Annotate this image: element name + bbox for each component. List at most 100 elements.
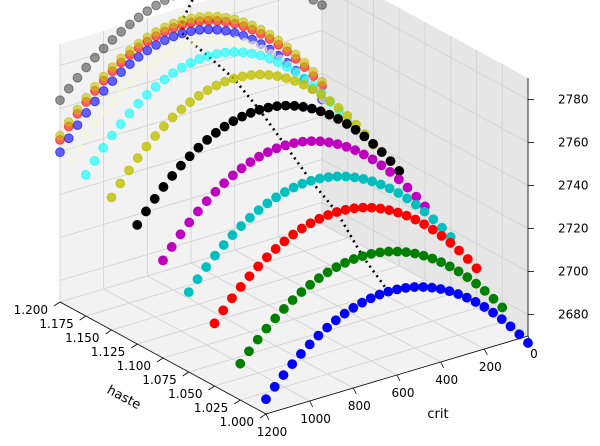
data-point: [375, 247, 385, 258]
data-point: [454, 245, 464, 256]
data-point: [219, 178, 230, 189]
data-point: [383, 286, 394, 297]
data-point: [269, 381, 280, 392]
data-point: [124, 165, 134, 176]
data-point: [419, 219, 430, 230]
data-point: [186, 13, 196, 24]
data-point: [437, 222, 447, 233]
data-point: [221, 12, 231, 23]
x-tick-label: 0: [530, 347, 538, 361]
x-tick-mark: [265, 413, 270, 421]
data-point: [238, 47, 248, 58]
gridline-y-floor: [240, 321, 503, 401]
data-point: [262, 147, 273, 158]
y-tick-mark: [182, 371, 189, 377]
data-point: [150, 131, 161, 141]
data-point: [115, 119, 126, 129]
data-point: [220, 76, 230, 87]
data-point: [107, 130, 117, 141]
data-point: [80, 169, 91, 180]
data-point: [497, 302, 508, 313]
data-point: [236, 221, 247, 231]
data-point: [228, 116, 239, 127]
data-point: [72, 104, 83, 115]
data-point: [496, 314, 507, 325]
data-point: [126, 77, 137, 88]
data-point: [231, 35, 242, 46]
data-point: [132, 219, 143, 230]
y-tick-label: 1.175: [39, 317, 73, 331]
y-tick-label: 1.125: [91, 345, 125, 359]
data-point: [270, 244, 281, 254]
y-tick-label: 1.100: [117, 359, 151, 373]
data-point: [281, 73, 292, 84]
data-point: [90, 81, 100, 92]
data-point: [470, 297, 481, 307]
data-point: [63, 133, 74, 144]
y-tick-label: 1.000: [220, 415, 254, 429]
data-point: [282, 42, 292, 52]
data-point: [305, 218, 316, 229]
data-point: [255, 69, 265, 80]
data-point: [158, 182, 169, 192]
data-point: [193, 206, 203, 217]
data-point: [176, 160, 186, 171]
data-point: [187, 38, 198, 49]
data-point: [385, 156, 396, 167]
x-tick-mark: [352, 387, 357, 395]
data-point: [316, 89, 327, 100]
data-point: [279, 304, 289, 314]
data-point: [201, 196, 212, 207]
data-point: [289, 138, 299, 149]
data-point: [159, 35, 170, 46]
data-point: [107, 76, 118, 87]
data-point: [192, 274, 203, 285]
data-point: [194, 54, 205, 64]
data-point: [315, 136, 326, 147]
data-point: [109, 95, 119, 106]
data-point: [367, 154, 378, 165]
data-point: [82, 130, 93, 140]
data-point: [213, 34, 224, 45]
y-axis-label: haste: [104, 383, 143, 413]
data-point: [150, 81, 161, 92]
data-point: [218, 305, 229, 316]
data-point: [158, 255, 168, 266]
x-tick-label: 800: [348, 399, 371, 413]
data-point: [315, 106, 326, 117]
data-point: [384, 183, 395, 194]
data-point: [304, 339, 315, 350]
data-point: [194, 24, 205, 35]
data-point: [235, 358, 246, 369]
data-point: [392, 284, 402, 295]
data-point: [255, 24, 266, 35]
data-point: [161, 49, 172, 60]
data-point: [254, 151, 264, 162]
x-tick-label: 1200: [257, 425, 288, 439]
data-point: [341, 171, 351, 182]
data-point: [313, 330, 324, 341]
data-point: [151, 27, 161, 37]
y-tick-mark: [234, 399, 241, 405]
data-point: [98, 71, 109, 82]
data-point: [222, 34, 233, 45]
data-point: [375, 203, 386, 214]
data-point: [358, 149, 369, 160]
data-point: [308, 0, 319, 5]
data-point: [202, 85, 213, 96]
data-point: [273, 35, 284, 46]
data-point: [170, 45, 181, 56]
data-point: [307, 84, 318, 95]
data-point: [471, 263, 482, 274]
data-point: [141, 206, 151, 217]
data-point: [211, 48, 222, 59]
data-point: [177, 28, 188, 39]
data-point: [201, 262, 212, 272]
data-point: [159, 121, 169, 132]
data-point: [203, 51, 213, 61]
data-point: [117, 86, 128, 96]
data-point: [349, 203, 360, 214]
data-point: [107, 62, 118, 72]
data-point: [235, 281, 246, 292]
data-point: [306, 136, 317, 147]
